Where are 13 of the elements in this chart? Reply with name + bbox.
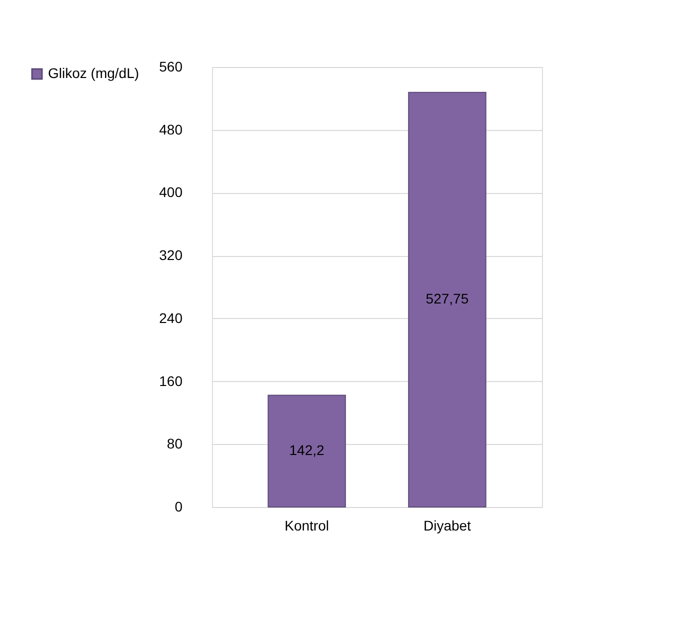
- y-tick-label: 480: [159, 121, 183, 138]
- y-tick-label: 0: [174, 498, 183, 514]
- y-tick-label: 80: [166, 436, 183, 452]
- x-tick-label: Kontrol: [284, 518, 329, 534]
- y-tick-label: 240: [159, 310, 183, 326]
- data-label: 142,2: [289, 442, 325, 458]
- y-tick-label: 560: [159, 58, 183, 74]
- data-label: 527,75: [426, 290, 469, 307]
- y-tick-label: 160: [159, 372, 183, 389]
- y-tick-label: 400: [159, 184, 183, 200]
- y-tick-label: 320: [159, 247, 183, 264]
- x-tick-label: Diyabet: [423, 518, 472, 534]
- legend-label: Glikoz (mg/dL): [48, 65, 140, 81]
